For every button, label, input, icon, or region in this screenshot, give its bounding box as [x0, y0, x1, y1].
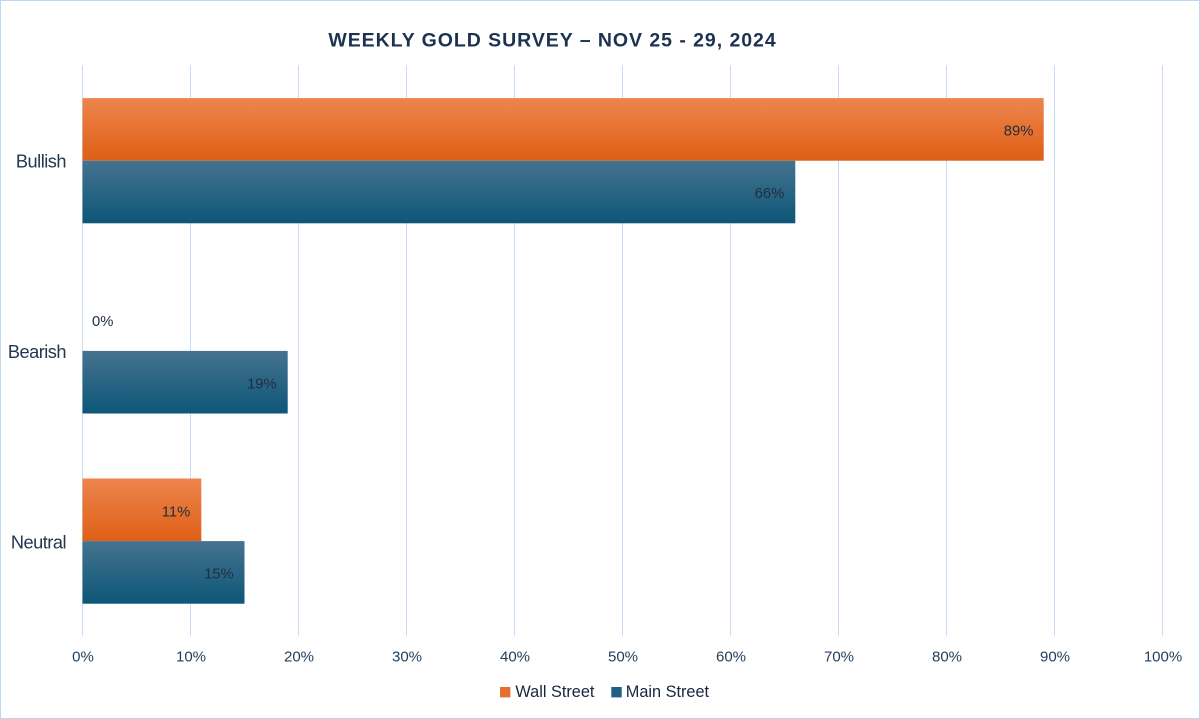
svg-text:0%: 0%: [92, 314, 113, 330]
svg-text:Neutral: Neutral: [11, 532, 66, 552]
svg-text:100%: 100%: [1144, 648, 1182, 665]
svg-text:Wall Street: Wall Street: [515, 683, 594, 701]
svg-text:30%: 30%: [392, 648, 422, 665]
svg-text:0%: 0%: [72, 648, 94, 665]
svg-text:40%: 40%: [500, 648, 530, 665]
svg-text:50%: 50%: [608, 648, 638, 665]
svg-text:60%: 60%: [716, 648, 746, 665]
svg-text:20%: 20%: [284, 648, 314, 665]
svg-text:Bearish: Bearish: [8, 342, 66, 362]
svg-text:Bullish: Bullish: [16, 152, 66, 172]
svg-text:80%: 80%: [932, 648, 962, 665]
svg-text:89%: 89%: [1004, 124, 1034, 140]
svg-text:WEEKLY GOLD SURVEY – NOV 25 -: WEEKLY GOLD SURVEY – NOV 25 - 29, 2024: [328, 30, 776, 52]
svg-text:19%: 19%: [247, 376, 277, 392]
svg-text:Main Street: Main Street: [626, 683, 710, 701]
svg-text:70%: 70%: [824, 648, 854, 665]
svg-text:90%: 90%: [1040, 648, 1070, 665]
svg-text:66%: 66%: [755, 186, 785, 202]
svg-text:15%: 15%: [204, 567, 234, 583]
svg-text:11%: 11%: [162, 504, 191, 520]
svg-text:10%: 10%: [176, 648, 206, 665]
